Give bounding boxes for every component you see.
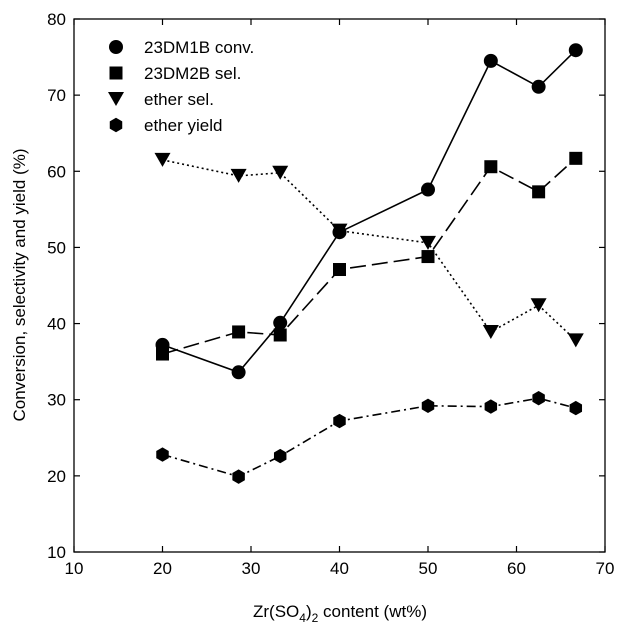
y-tick-label: 20 [47,467,66,486]
y-tick-label: 40 [47,315,66,334]
y-tick-label: 30 [47,391,66,410]
x-tick-label: 30 [242,559,261,578]
data-point-circle [531,79,546,94]
x-tick-label: 60 [507,559,526,578]
data-point-triangle-down [530,298,547,313]
legend-marker-hexagon [109,117,123,133]
legend-marker-square [109,66,123,80]
series-line [162,397,577,478]
data-point-circle [231,365,246,380]
x-tick-label: 10 [65,559,84,578]
legend-label: 23DM2B sel. [144,64,241,83]
legend-marker-triangle-down [108,92,124,106]
y-axis-label: Conversion, selectivity and yield (%) [10,148,29,421]
y-tick-label: 60 [47,162,66,181]
data-point-hexagon [569,400,583,416]
data-point-circle [273,315,288,330]
legend-marker-circle [109,40,123,54]
x-tick-label: 50 [419,559,438,578]
series-line [162,159,577,341]
data-point-hexagon [421,398,435,414]
data-point-square [333,263,346,277]
data-point-circle [568,43,583,58]
data-point-triangle-down [331,223,348,238]
data-point-square [156,347,169,361]
data-point-circle [483,53,498,68]
series-triangle-down [154,152,584,348]
data-point-square [569,151,583,165]
data-point-square [484,160,498,174]
series-line [162,157,577,355]
data-point-hexagon [532,390,545,406]
data-point-square [421,250,435,264]
data-point-hexagon [273,448,287,464]
y-tick-label: 10 [47,543,66,562]
data-point-square [273,328,287,342]
data-point-triangle-down [230,168,247,183]
data-point-hexagon [232,469,245,484]
y-tick-label: 80 [47,10,66,29]
x-tick-label: 40 [330,559,349,578]
legend-label: ether sel. [144,90,214,109]
series-circle [155,43,583,380]
data-point-hexagon [156,447,169,462]
data-point-circle [421,182,435,197]
legend: 23DM1B conv. 23DM2B sel. ether sel. ether y… [108,38,254,135]
y-tick-label: 70 [47,86,66,105]
data-point-hexagon [484,399,498,414]
legend-label: 23DM1B conv. [144,38,254,57]
data-point-triangle-down [420,235,436,250]
data-point-hexagon [333,413,346,429]
axis-ticks: 10 20 30 40 50 60 70 10 20 30 40 50 60 70 80 [47,10,614,578]
data-point-square [532,185,546,199]
x-axis-label: Zr(SO4)2 content (wt%) [253,602,427,624]
data-point-triangle-down [272,165,289,180]
data-point-triangle-down [154,152,171,167]
y-tick-label: 50 [47,238,66,257]
data-point-triangle-down [567,333,584,348]
data-point-triangle-down [482,324,499,339]
x-tick-label: 70 [596,559,615,578]
x-tick-label: 20 [153,559,172,578]
series-hexagon [156,390,583,484]
legend-label: ether yield [144,116,222,135]
data-point-square [232,325,246,339]
series-line [162,49,577,374]
series-square [156,151,583,361]
